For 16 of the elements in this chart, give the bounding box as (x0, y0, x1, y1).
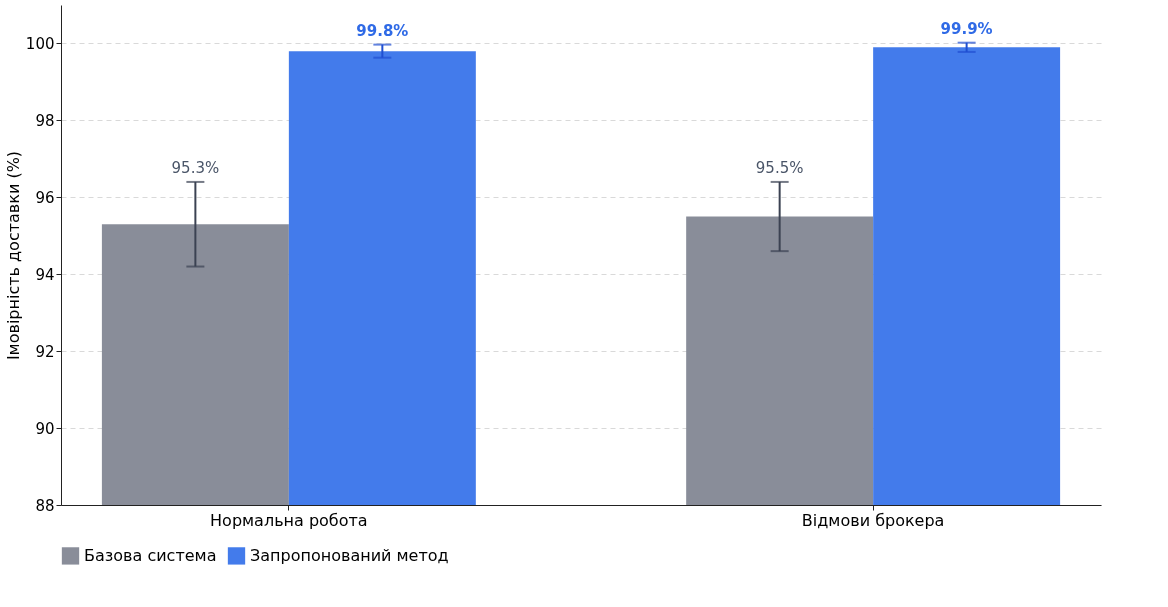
y-tick-label: 90 (35, 419, 55, 438)
data-label: 99.9% (940, 19, 993, 38)
y-tick-label: 100 (25, 34, 55, 53)
y-tick-label: 96 (35, 188, 55, 207)
y-axis-title: Імовірність доставки (%) (3, 150, 23, 361)
y-tick-label: 88 (35, 496, 55, 515)
legend-label: Базова система (84, 545, 217, 565)
data-label: 95.3% (171, 158, 220, 177)
data-label: 99.8% (356, 21, 409, 40)
y-tick-label: 94 (35, 265, 55, 284)
legend-label: Запропонований метод (250, 545, 449, 565)
x-tick-label: Відмови брокера (801, 510, 945, 530)
data-label: 95.5% (755, 158, 804, 177)
y-tick-label: 98 (35, 111, 55, 130)
y-tick-label: 92 (35, 342, 55, 361)
x-tick-label: Нормальна робота (210, 510, 368, 530)
